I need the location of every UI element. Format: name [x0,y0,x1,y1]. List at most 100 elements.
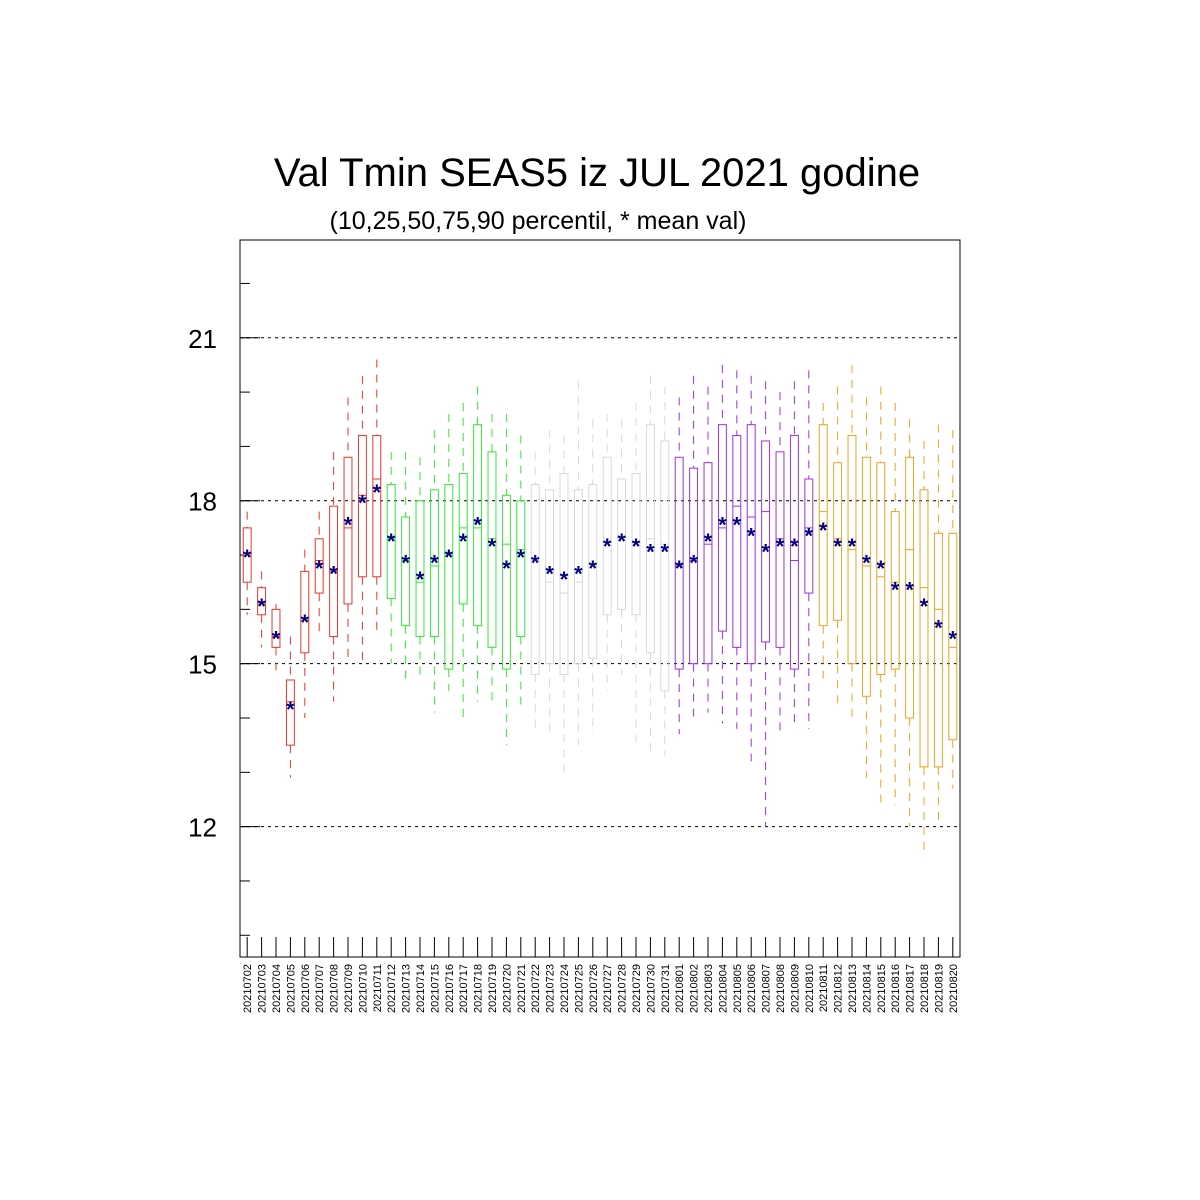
mean-marker: * [387,529,396,554]
x-tick-label: 20210813 [847,964,859,1013]
mean-marker: * [373,480,382,505]
chart-subtitle: (10,25,50,75,90 percentil, * mean val) [330,207,747,235]
x-tick-label: 20210712 [386,964,398,1013]
mean-marker: * [488,534,497,559]
x-tick-label: 20210815 [876,964,888,1013]
box [833,462,843,621]
mean-marker: * [617,529,626,554]
x-tick-label: 20210721 [516,964,528,1013]
mean-marker: * [358,491,367,516]
x-tick-label: 20210814 [861,964,873,1013]
box [703,462,713,665]
box [746,424,756,665]
box [588,483,598,659]
box [473,424,483,627]
mean-marker: * [761,540,770,565]
mean-marker: * [632,534,641,559]
x-tick-label: 20210802 [689,964,701,1013]
mean-marker: * [344,512,353,537]
mean-marker: * [430,550,439,575]
mean-marker: * [905,578,914,603]
box [271,608,281,648]
y-tick-label: 15 [188,650,217,680]
mean-marker: * [272,627,281,652]
mean-marker: * [805,523,814,548]
mean-marker: * [473,512,482,537]
x-tick-label: 20210722 [530,964,542,1013]
box [919,489,929,768]
box [804,478,814,594]
mean-marker: * [877,556,886,581]
x-tick-label: 20210702 [242,964,254,1013]
mean-marker: * [301,610,310,635]
x-tick-label: 20210720 [501,964,513,1013]
x-tick-label: 20210710 [357,964,369,1013]
box [876,462,886,676]
box [933,532,943,768]
y-tick-label: 18 [188,487,217,517]
mean-marker: * [545,561,554,586]
box [732,435,742,648]
mean-marker: * [689,550,698,575]
x-tick-label: 20210806 [746,964,758,1013]
mean-marker: * [459,529,468,554]
box [602,456,612,616]
x-tick-label: 20210725 [573,964,585,1013]
mean-marker: * [445,545,454,570]
x-tick-label: 20210723 [545,964,557,1013]
box [487,451,497,648]
mean-marker: * [819,518,828,543]
box [314,538,324,594]
box [818,424,828,627]
x-tick-label: 20210807 [761,964,773,1013]
box [257,587,267,616]
mean-marker: * [589,556,598,581]
box [789,435,799,670]
x-tick-label: 20210724 [559,964,571,1013]
x-tick-label: 20210709 [343,964,355,1013]
x-tick-label: 20210820 [948,964,960,1013]
x-tick-label: 20210804 [717,964,729,1013]
box [501,494,511,670]
mean-marker: * [574,561,583,586]
x-tick-label: 20210808 [775,964,787,1013]
x-tick-label: 20210718 [473,964,485,1013]
mean-marker: * [848,534,857,559]
mean-marker: * [790,534,799,559]
x-tick-label: 20210711 [372,964,384,1012]
box [343,456,353,605]
mean-marker: * [862,550,871,575]
x-tick-label: 20210707 [314,964,326,1013]
mean-marker: * [603,534,612,559]
box [573,489,583,665]
mean-marker: * [401,550,410,575]
box [357,435,367,578]
mean-marker: * [560,567,569,592]
y-tick-label: 21 [188,324,217,354]
x-tick-label: 20210713 [401,964,413,1013]
x-tick-label: 20210704 [271,964,283,1013]
x-tick-label: 20210715 [429,964,441,1013]
mean-marker: * [517,545,526,570]
mean-marker: * [776,534,785,559]
x-tick-labels: 20210702 20210703 20210704 20210705 20210706… [242,964,960,1013]
mean-marker: * [416,567,425,592]
box [761,440,771,643]
box [775,451,785,648]
box [458,473,468,605]
box [530,483,540,676]
box [905,456,915,719]
chart-title: Val Tmin SEAS5 iz JUL 2021 godine [274,151,920,195]
x-tick-label: 20210730 [645,964,657,1013]
x-tick-label: 20210817 [905,964,917,1013]
box [300,570,310,654]
box [401,516,411,627]
x-tick-label: 20210703 [257,964,269,1013]
box [516,500,526,638]
x-tick-label: 20210805 [732,964,744,1013]
axes: 12 15 18 21 [188,282,954,957]
box [617,478,627,610]
mean-marker: * [661,540,670,565]
x-tick-label: 20210729 [631,964,643,1013]
